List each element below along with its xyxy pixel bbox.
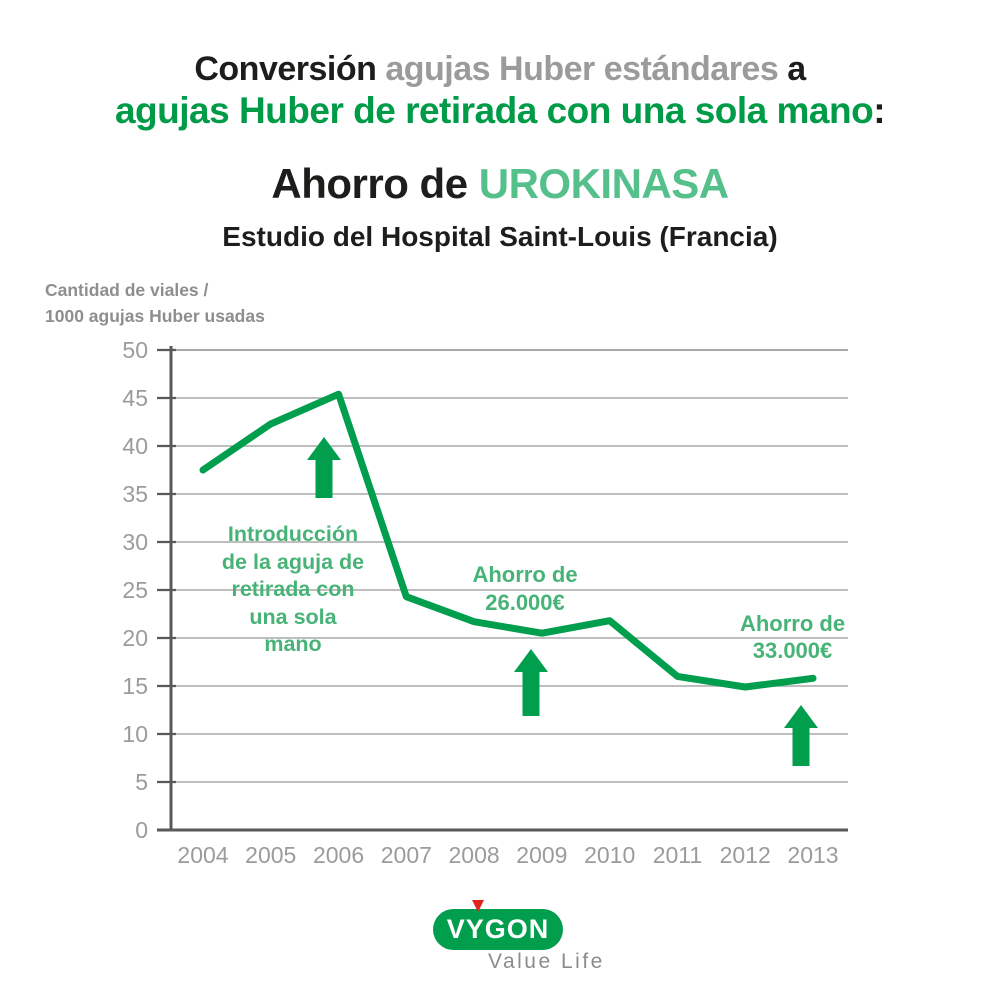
y-axis-unit-label: Cantidad de viales / 1000 agujas Huber u…	[45, 280, 265, 326]
arrow-up-icon-2	[514, 649, 548, 716]
savings-drug-name: UROKINASA	[478, 160, 729, 207]
y-tick-label-25: 25	[122, 577, 148, 603]
y-tick-label-35: 35	[122, 481, 148, 507]
title-part-black: Conversión	[194, 50, 377, 88]
study-subtitle: Estudio del Hospital Saint-Louis (Franci…	[222, 221, 778, 252]
x-tick-label-2004: 2004	[177, 842, 229, 868]
x-tick-label-2008: 2008	[448, 842, 500, 868]
logo-pill: VYGON	[433, 900, 563, 950]
x-tick-label-2010: 2010	[584, 842, 636, 868]
page-title-line1: Conversión agujas Huber estándares a	[0, 50, 1000, 89]
x-tick-label-2013: 2013	[787, 842, 839, 868]
annotation-savings-33000: Ahorro de 33.000€	[739, 611, 846, 663]
title-part-gray: agujas Huber estándares	[385, 50, 779, 88]
y-tick-label-0: 0	[135, 817, 148, 843]
annotation-savings-26000: Ahorro de 26.000€	[472, 562, 578, 615]
logo-tagline: Value Life	[488, 950, 605, 973]
y-tick-label-45: 45	[122, 385, 148, 411]
x-tick-label-2009: 2009	[516, 842, 568, 868]
title-part-black2: a	[787, 50, 806, 88]
y-tick-label-30: 30	[122, 529, 148, 555]
page-title-line2: agujas Huber de retirada con una sola ma…	[0, 90, 1000, 132]
title-green-text: agujas Huber de retirada con una sola ma…	[114, 90, 874, 131]
x-tick-label-2012: 2012	[719, 842, 771, 868]
x-tick-label-2005: 2005	[245, 842, 297, 868]
arrow-up-icon-3	[784, 705, 818, 766]
y-tick-label-50: 50	[122, 337, 148, 363]
logo-brand-text: VYGON	[446, 914, 550, 944]
title-colon: :	[873, 90, 886, 131]
logo-red-triangle-icon	[472, 900, 484, 912]
arrow-up-icon-1	[307, 437, 341, 498]
annotation-introduction: Introducción de la aguja de retirada con…	[221, 522, 365, 656]
y-tick-label-5: 5	[135, 769, 148, 795]
savings-prefix: Ahorro de	[271, 160, 468, 207]
y-tick-label-40: 40	[122, 433, 148, 459]
x-tick-label-2011: 2011	[652, 842, 703, 868]
x-tick-label-2007: 2007	[380, 842, 432, 868]
trend-line	[199, 390, 817, 691]
y-tick-label-15: 15	[122, 673, 148, 699]
savings-headline: Ahorro de UROKINASA	[0, 160, 1000, 208]
y-tick-label-20: 20	[122, 625, 148, 651]
y-tick-label-10: 10	[122, 721, 148, 747]
x-tick-label-2006: 2006	[312, 842, 365, 868]
